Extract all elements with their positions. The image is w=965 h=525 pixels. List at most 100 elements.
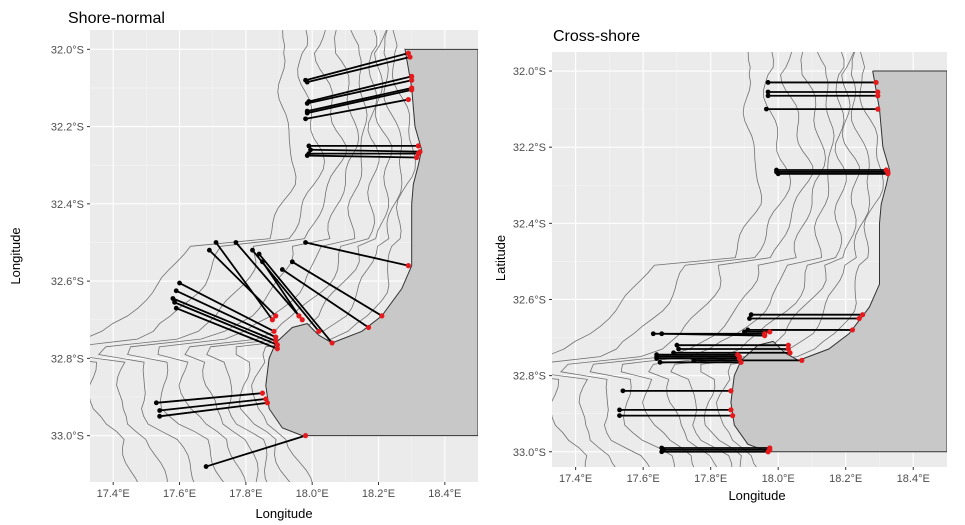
x-tick-label: 18.2°E <box>829 473 862 485</box>
offshore-point-6 <box>303 116 308 122</box>
offshore-point-3 <box>304 101 310 106</box>
land-polygon <box>730 70 947 453</box>
y-tick-label: 32.6°S <box>51 276 84 288</box>
shore-point-15 <box>316 328 322 334</box>
transect-line-22 <box>172 297 277 342</box>
axes: 17.4°E 17.6°E 17.8°E 18.0°E 18.2°E 18.4°E 32.0… <box>513 66 930 485</box>
shore-point-10 <box>414 154 420 161</box>
transect-line-0 <box>305 52 409 82</box>
transects <box>617 79 891 455</box>
shore-point-3 <box>409 77 415 83</box>
shore-point-19 <box>379 313 385 319</box>
offshore-point-22 <box>170 296 176 301</box>
transect-line-4 <box>307 87 412 113</box>
transect-line-6 <box>305 98 409 120</box>
offshore-point-6 <box>775 171 781 177</box>
transect-line-28 <box>205 434 306 468</box>
shore-point-25 <box>259 390 266 396</box>
offshore-point-18 <box>279 267 285 272</box>
offshore-point-28 <box>203 464 209 469</box>
shore-point-19 <box>799 357 805 363</box>
offshore-point-7 <box>748 312 754 318</box>
x-tick-label: 18.4°E <box>897 473 930 485</box>
shore-point-13 <box>785 342 791 348</box>
offshore-point-23 <box>172 299 177 305</box>
shore-point-2 <box>409 73 415 79</box>
x-tick-label: 17.4°E <box>559 473 592 485</box>
depth-contour <box>90 30 297 482</box>
depth-contour <box>716 52 884 467</box>
offshore-point-24 <box>173 305 179 311</box>
transect-line-18 <box>281 268 370 329</box>
x-tick-label: 18.2°E <box>362 488 395 500</box>
depth-contour <box>589 52 826 467</box>
offshore-point-19 <box>691 357 697 363</box>
shore-point-16 <box>329 340 335 346</box>
transect-line-27 <box>159 401 268 418</box>
shore-point-18 <box>365 324 372 331</box>
shore-point-6 <box>405 96 411 103</box>
transect-line-11 <box>305 241 409 267</box>
shore-point-17 <box>296 313 302 319</box>
shore-point-27 <box>264 400 271 406</box>
x-axis-title: Longitude <box>728 488 785 503</box>
depth-contour <box>620 52 835 467</box>
transect-line-12 <box>215 241 274 321</box>
transect-line-1 <box>307 56 411 84</box>
x-tick-label: 17.8°E <box>694 473 727 485</box>
x-tick-label: 17.6°E <box>627 473 660 485</box>
transect-line-24 <box>175 307 278 350</box>
offshore-point-12 <box>213 240 219 245</box>
offshore-point-19 <box>289 259 295 265</box>
shore-point-12 <box>762 333 768 339</box>
offshore-point-5 <box>304 110 310 116</box>
offshore-point-10 <box>304 153 310 158</box>
offshore-point-1 <box>765 89 771 95</box>
depth-contour <box>648 52 847 467</box>
shore-point-3 <box>875 106 881 112</box>
offshore-point-8 <box>308 147 313 153</box>
y-tick-label: 32.2°S <box>513 142 546 154</box>
shore-point-12 <box>269 317 275 323</box>
transects <box>153 50 423 469</box>
shore-point-23 <box>274 342 280 348</box>
transect-line-12 <box>661 332 765 337</box>
offshore-point-11 <box>650 331 656 337</box>
offshore-point-20 <box>657 359 663 365</box>
shore-point-6 <box>885 171 891 177</box>
offshore-point-2 <box>765 93 771 99</box>
transect-line-5 <box>307 89 412 114</box>
shore-point-13 <box>273 313 279 319</box>
y-tick-label: 32.8°S <box>513 371 546 383</box>
offshore-point-21 <box>620 388 626 394</box>
offshore-point-22 <box>617 407 622 413</box>
shore-point-21 <box>728 388 734 394</box>
offshore-point-13 <box>206 247 212 253</box>
transect-line-21 <box>175 289 277 338</box>
shore-point-24 <box>274 346 280 352</box>
y-axis-title: Longitude <box>8 227 23 284</box>
depth-contour <box>670 52 860 467</box>
shore-point-2 <box>875 93 881 99</box>
x-tick-label: 17.8°E <box>229 488 262 500</box>
offshore-point-15 <box>250 247 255 253</box>
transect-line-13 <box>208 249 277 317</box>
offshore-point-1 <box>304 79 310 85</box>
shore-point-5 <box>409 87 415 93</box>
offshore-point-16 <box>256 251 262 257</box>
transect-line-3 <box>307 79 412 105</box>
offshore-point-15 <box>671 350 676 356</box>
transect-line-8 <box>310 148 420 153</box>
x-axis-title: Longitude <box>255 506 312 521</box>
shore-point-8 <box>856 315 862 322</box>
offshore-point-21 <box>173 288 179 294</box>
y-tick-label: 32.8°S <box>51 353 84 365</box>
offshore-point-3 <box>763 106 769 112</box>
transect-line-10 <box>307 154 417 159</box>
transect-line-25 <box>156 392 263 404</box>
transect-line-14 <box>235 241 303 321</box>
x-tick-label: 17.6°E <box>163 488 196 500</box>
shore-point-28 <box>302 433 309 439</box>
offshore-point-8 <box>747 316 752 321</box>
